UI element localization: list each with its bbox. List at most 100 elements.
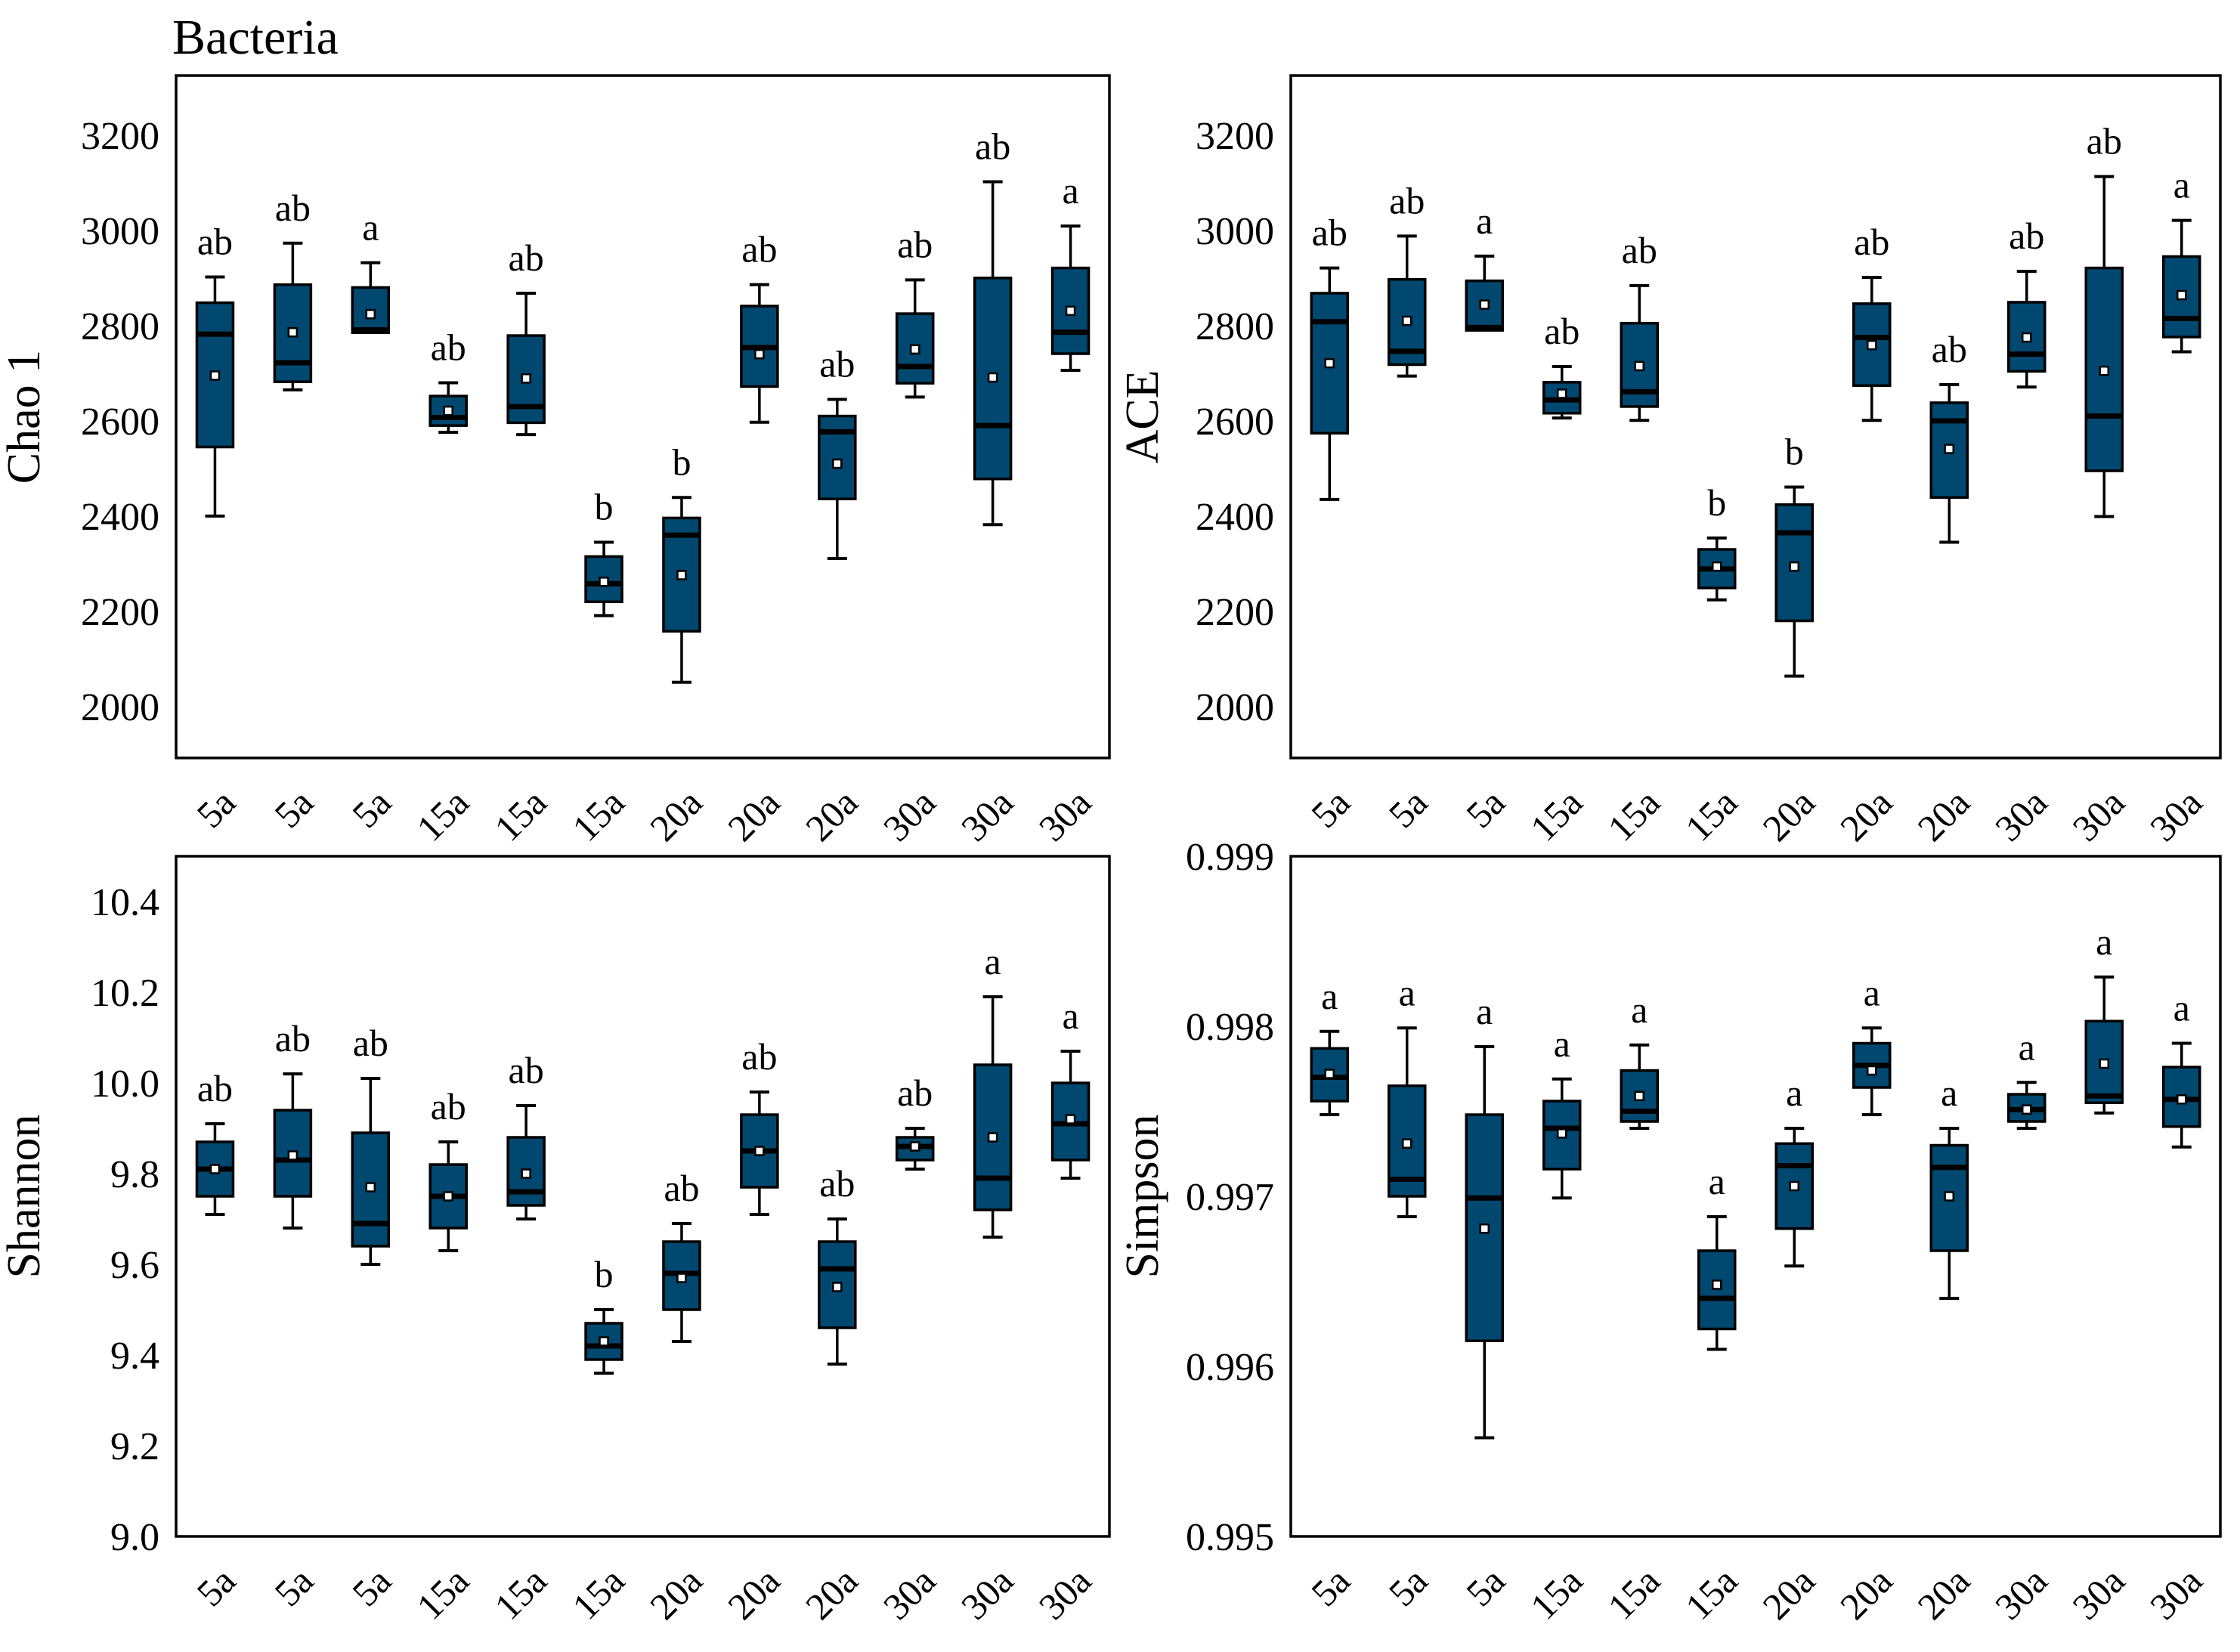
box-group: ab <box>351 1022 391 1266</box>
mean-marker <box>521 373 531 384</box>
box-group: a <box>1465 990 1504 1440</box>
box-group: ab <box>895 223 935 399</box>
x-tick-label: 15a <box>564 1559 633 1628</box>
sig-letter: ab <box>664 1167 699 1209</box>
mean-marker <box>1324 1069 1335 1079</box>
x-tick-label: 15a <box>1522 1559 1591 1628</box>
mean-marker <box>443 1191 453 1202</box>
box-group: ab <box>429 326 468 434</box>
iqr-box <box>2007 301 2047 373</box>
x-tick-label: 30a <box>1987 1559 2056 1628</box>
mean-marker <box>365 1182 376 1193</box>
sig-letter: a <box>1941 1072 1957 1114</box>
x-tick-label: 15a <box>1677 781 1746 849</box>
sig-letter: a <box>1554 1022 1570 1065</box>
mean-marker <box>2022 332 2032 343</box>
box-group: a <box>1852 971 1892 1116</box>
sig-letter: a <box>1062 995 1078 1037</box>
mean-marker <box>2022 1104 2032 1115</box>
sig-letter: ab <box>897 1072 933 1114</box>
sig-letter: ab <box>275 187 311 229</box>
x-tick-label: 20a <box>1832 1559 1901 1628</box>
mean-marker <box>599 1336 609 1347</box>
x-tick-label: 30a <box>953 781 1022 849</box>
mean-marker <box>987 1132 998 1143</box>
mean-marker <box>1712 1279 1722 1290</box>
sig-letter: a <box>2096 920 2112 963</box>
box-group: ab <box>740 1035 779 1216</box>
mean-marker <box>1557 1128 1567 1139</box>
x-tick-label: 15a <box>486 1559 555 1628</box>
iqr-box <box>818 414 857 500</box>
box-group: ab <box>818 1162 857 1366</box>
box-group: ab <box>2007 215 2047 389</box>
x-tick-label: 5a <box>1458 781 1513 836</box>
sig-letter: a <box>362 206 379 249</box>
x-tick-label: 20a <box>719 781 788 849</box>
panel-border <box>175 74 1111 759</box>
mean-marker <box>1634 1091 1644 1101</box>
sig-letter: ab <box>2009 215 2044 257</box>
y-tick-label: 9.6 <box>110 1244 159 1287</box>
mean-marker <box>832 458 843 469</box>
x-tick-label: 30a <box>1031 781 1100 849</box>
sig-letter: a <box>1786 1072 1802 1114</box>
box-group: a <box>2007 1026 2047 1130</box>
x-tick-label: 30a <box>2142 1559 2211 1628</box>
x-tick-label: 5a <box>188 781 243 836</box>
sig-letter: ab <box>431 1085 466 1128</box>
y-tick-label: 2200 <box>1196 591 1274 634</box>
mean-marker <box>2177 289 2187 301</box>
mean-marker <box>1634 360 1644 372</box>
sig-letter: ab <box>819 1162 855 1205</box>
mean-marker <box>1712 561 1722 572</box>
mean-marker <box>1324 357 1335 369</box>
sig-letter: ab <box>1544 310 1579 352</box>
mean-marker <box>2099 1058 2109 1069</box>
x-tick-label: 20a <box>1754 1559 1823 1628</box>
sig-letter: ab <box>975 125 1010 168</box>
y-tick-label: 10.4 <box>91 881 159 924</box>
x-tick-label: 15a <box>1599 781 1668 849</box>
x-tick-label: 20a <box>797 1559 866 1628</box>
y-tick-label: 2600 <box>1196 401 1274 444</box>
sig-letter: ab <box>431 326 466 368</box>
sig-letter: a <box>1631 988 1648 1031</box>
sig-letter: a <box>1476 990 1493 1032</box>
x-tick-label: 30a <box>1987 781 2056 849</box>
panel-border <box>1289 74 2222 759</box>
box-group: ab <box>2084 120 2124 518</box>
x-tick-label: 20a <box>1909 1559 1978 1628</box>
y-tick-label: 10.2 <box>91 972 159 1015</box>
x-tick-label: 5a <box>266 1559 321 1614</box>
y-tick-label: 3200 <box>81 115 159 158</box>
mean-marker <box>209 370 221 381</box>
y-tick-label: 9.2 <box>110 1425 159 1468</box>
x-tick-label: 30a <box>2064 781 2133 849</box>
box-group: b <box>584 1253 623 1375</box>
x-tick-label: 30a <box>875 1559 944 1628</box>
sig-letter: ab <box>197 221 233 263</box>
x-tick-label: 15a <box>564 781 633 849</box>
x-tick-label: 5a <box>1303 1559 1358 1614</box>
box-group: a <box>1774 1072 1814 1268</box>
y-tick-label: 0.995 <box>1186 1516 1274 1559</box>
mean-marker <box>365 308 376 320</box>
sig-letter: a <box>2173 987 2190 1029</box>
x-tick-label: 30a <box>875 781 944 849</box>
box-group: a <box>1929 1072 1969 1300</box>
sig-letter: b <box>595 1253 614 1295</box>
box-group: ab <box>973 125 1013 527</box>
mean-marker <box>909 1141 920 1152</box>
y-tick-label: 2000 <box>1196 686 1274 729</box>
mean-marker <box>287 1150 299 1161</box>
mean-marker <box>909 344 920 355</box>
mean-marker <box>521 1168 531 1179</box>
mean-marker <box>209 1164 221 1174</box>
sig-letter: a <box>2019 1026 2035 1068</box>
box-group: a <box>2084 920 2124 1115</box>
x-tick-label: 20a <box>1909 781 1978 849</box>
sig-letter: ab <box>353 1022 388 1064</box>
